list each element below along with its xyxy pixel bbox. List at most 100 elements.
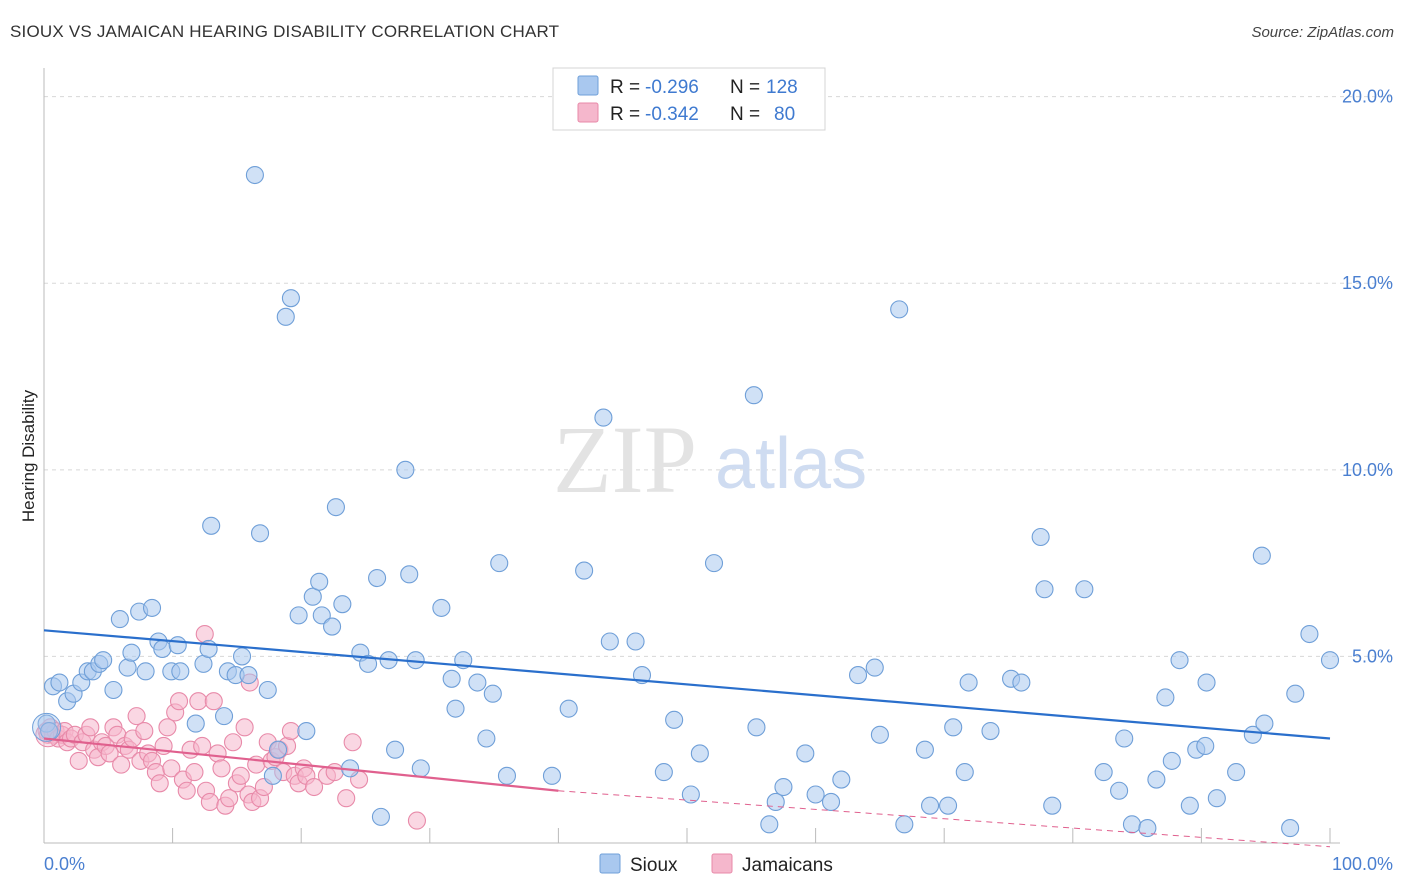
sioux-point-79 — [744, 386, 763, 405]
jamaican-point-22 — [112, 755, 131, 774]
sioux-point-78 — [704, 554, 724, 573]
sioux-point-68 — [559, 699, 578, 718]
sioux-point-91 — [890, 300, 909, 319]
legend-swatch-sioux — [577, 75, 599, 96]
sioux-point-46 — [333, 595, 352, 614]
sioux-point-86 — [821, 792, 841, 812]
sioux-point-85 — [806, 785, 825, 804]
legend: R = -0.296 N = 128 R = -0.342 N = 80 — [552, 67, 826, 131]
sioux-point-39 — [289, 606, 308, 625]
sioux-point-3 — [50, 673, 69, 692]
legend-r-value-jamaicans: -0.342 — [645, 104, 699, 125]
sioux-point-105 — [1075, 580, 1094, 599]
y-tick-label-1: 10.0% — [1342, 460, 1393, 480]
sioux-point-43 — [312, 606, 331, 625]
sioux-point-21 — [168, 636, 187, 655]
sioux-point-17 — [142, 598, 162, 617]
sioux-point-57 — [411, 759, 430, 778]
jamaican-point-73 — [325, 763, 344, 782]
sioux-point-41 — [303, 587, 322, 606]
sioux-point-97 — [955, 763, 974, 782]
sioux-point-101 — [1012, 673, 1031, 692]
bottom-legend-swatch-jamaicans — [711, 853, 733, 874]
sioux-point-37 — [276, 307, 295, 326]
sioux-point-115 — [1180, 796, 1199, 815]
sioux-point-23 — [186, 714, 205, 733]
chart-title: SIOUX VS JAMAICAN HEARING DISABILITY COR… — [10, 22, 560, 41]
sioux-point-114 — [1170, 651, 1189, 670]
jamaican-point-41 — [185, 763, 204, 782]
sioux-point-109 — [1122, 815, 1142, 834]
sioux-point-38 — [281, 289, 300, 308]
sioux-point-33 — [250, 524, 270, 543]
x-tick-labels: 0.0% 100.0% — [44, 854, 1393, 874]
legend-swatch-jamaicans — [577, 102, 599, 123]
sioux-point-102 — [1031, 527, 1050, 547]
sioux-point-55 — [400, 565, 419, 584]
sioux-point-72 — [626, 632, 645, 651]
bottom-legend: Sioux Jamaicans — [599, 853, 833, 876]
jamaican-point-74 — [337, 789, 356, 808]
sioux-points — [32, 165, 1340, 838]
legend-n-label-sioux: N = — [730, 77, 760, 98]
sioux-point-118 — [1197, 673, 1216, 692]
jamaican-point-48 — [212, 759, 231, 778]
sioux-point-64 — [483, 684, 502, 703]
sioux-point-14 — [122, 643, 141, 662]
jamaican-point-45 — [200, 792, 219, 812]
jamaican-point-42 — [189, 692, 208, 711]
jamaican-point-53 — [231, 766, 250, 785]
sioux-point-74 — [654, 763, 673, 782]
source-label: Source: ZipAtlas.com — [1251, 24, 1394, 41]
sioux-point-80 — [747, 718, 766, 737]
jamaican-point-37 — [169, 692, 189, 711]
sioux-point-71 — [600, 632, 619, 651]
sioux-point-76 — [681, 785, 700, 804]
jamaican-point-34 — [158, 718, 177, 737]
gridlines — [44, 96, 1395, 657]
jamaican-point-46 — [204, 692, 223, 711]
jamaican-point-77 — [407, 811, 426, 830]
legend-r-value-sioux: -0.296 — [645, 77, 699, 98]
jamaican-point-50 — [220, 789, 239, 808]
sioux-point-49 — [359, 654, 378, 673]
sioux-point-42 — [310, 572, 329, 591]
jamaican-point-28 — [135, 721, 154, 741]
sioux-point-82 — [766, 792, 785, 812]
jamaicans-trend-extension — [558, 790, 1331, 848]
jamaican-point-54 — [235, 718, 254, 737]
sioux-point-81 — [760, 815, 779, 834]
sioux-point-16 — [136, 662, 155, 681]
sioux-point-110 — [1138, 819, 1157, 838]
sioux-point-54 — [396, 460, 415, 479]
sioux-point-34 — [258, 680, 277, 700]
sioux-point-12 — [110, 610, 129, 629]
sioux-point-127 — [1320, 651, 1340, 670]
sioux-cluster-marker — [32, 712, 62, 742]
sioux-point-92 — [895, 815, 914, 834]
jamaican-point-14 — [81, 718, 100, 737]
jamaicans-trend-line — [43, 737, 559, 792]
y-tick-label-0: 5.0% — [1352, 646, 1393, 666]
sioux-point-50 — [368, 568, 387, 588]
sioux-point-103 — [1035, 580, 1054, 599]
sioux-point-113 — [1162, 751, 1181, 770]
sioux-point-63 — [477, 729, 496, 748]
bottom-legend-label-sioux: Sioux — [630, 855, 678, 876]
legend-n-value-sioux: 128 — [766, 77, 798, 98]
sioux-point-107 — [1110, 781, 1129, 800]
sioux-point-83 — [774, 777, 793, 797]
sioux-point-22 — [171, 662, 190, 681]
jamaicans-points — [35, 624, 426, 830]
legend-r-label-sioux: R = — [610, 77, 640, 98]
sioux-point-51 — [371, 807, 390, 826]
sioux-point-106 — [1094, 763, 1113, 782]
sioux-point-35 — [263, 766, 282, 785]
sioux-point-99 — [981, 721, 1000, 741]
jamaican-point-32 — [150, 774, 169, 793]
y-axis-title: Hearing Disability — [19, 389, 38, 522]
sioux-point-117 — [1196, 736, 1215, 756]
sioux-point-13 — [118, 658, 137, 677]
jamaican-point-35 — [162, 759, 181, 778]
